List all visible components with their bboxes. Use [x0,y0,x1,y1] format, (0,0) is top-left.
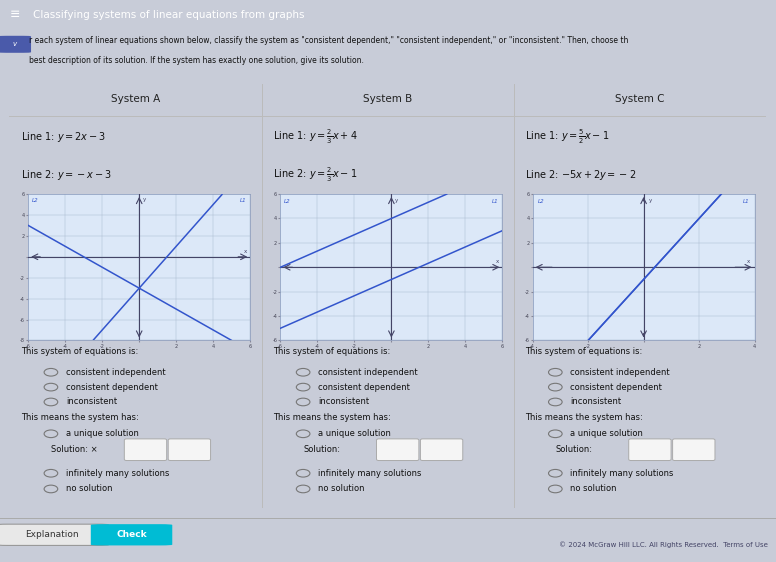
Text: Line 2: $y=-x-3$: Line 2: $y=-x-3$ [21,168,112,182]
Text: v: v [12,41,17,47]
Text: © 2024 McGraw Hill LLC. All Rights Reserved.  Terms of Use: © 2024 McGraw Hill LLC. All Rights Reser… [559,541,768,548]
Text: Line 1: $y=\frac{5}{2}x-1$: Line 1: $y=\frac{5}{2}x-1$ [525,128,609,146]
Text: no solution: no solution [570,484,617,493]
Text: Line 1: $y=\frac{2}{3}x+4$: Line 1: $y=\frac{2}{3}x+4$ [273,128,358,146]
Text: y: y [650,198,653,203]
Text: L2: L2 [539,199,545,204]
Text: consistent dependent: consistent dependent [570,383,663,392]
Text: inconsistent: inconsistent [570,397,622,406]
Text: This system of equations is:: This system of equations is: [273,347,390,356]
Text: inconsistent: inconsistent [318,397,369,406]
Text: Line 2: $-5x+2y=-2$: Line 2: $-5x+2y=-2$ [525,168,636,182]
FancyBboxPatch shape [421,439,462,460]
Text: This system of equations is:: This system of equations is: [21,347,138,356]
Text: Line 1: $y=2x-3$: Line 1: $y=2x-3$ [21,130,106,144]
FancyBboxPatch shape [0,524,109,546]
Text: a unique solution: a unique solution [570,429,643,438]
Text: x: x [497,259,500,264]
Text: Solution:: Solution: [303,445,340,454]
Text: r each system of linear equations shown below, classify the system as "consisten: r each system of linear equations shown … [29,37,629,46]
Text: inconsistent: inconsistent [66,397,117,406]
Text: L2: L2 [284,199,291,204]
Text: System A: System A [111,94,160,103]
Text: Solution:: Solution: [556,445,592,454]
Text: Explanation: Explanation [26,530,79,539]
Text: x: x [747,259,750,264]
Text: consistent independent: consistent independent [66,368,166,377]
FancyBboxPatch shape [168,439,210,460]
Text: consistent dependent: consistent dependent [66,383,158,392]
Text: no solution: no solution [66,484,113,493]
Text: L1: L1 [492,199,499,204]
Text: Check: Check [116,530,147,539]
Text: L1: L1 [240,198,247,203]
Text: Classifying systems of linear equations from graphs: Classifying systems of linear equations … [33,10,304,20]
Text: infinitely many solutions: infinitely many solutions [66,469,169,478]
FancyBboxPatch shape [0,36,31,53]
Text: Line 2: $y=\frac{2}{3}x-1$: Line 2: $y=\frac{2}{3}x-1$ [273,166,357,184]
Text: System B: System B [363,94,412,103]
Text: This means the system has:: This means the system has: [525,413,643,422]
Text: Solution: ×: Solution: × [51,445,98,454]
Text: best description of its solution. If the system has exactly one solution, give i: best description of its solution. If the… [29,56,365,65]
FancyBboxPatch shape [124,439,167,460]
Text: This system of equations is:: This system of equations is: [525,347,643,356]
Text: y: y [143,197,146,202]
FancyBboxPatch shape [673,439,715,460]
Text: consistent dependent: consistent dependent [318,383,411,392]
FancyBboxPatch shape [376,439,419,460]
Text: consistent independent: consistent independent [570,368,670,377]
Text: a unique solution: a unique solution [66,429,139,438]
Text: a unique solution: a unique solution [318,429,391,438]
Text: This means the system has:: This means the system has: [273,413,390,422]
Text: L1: L1 [743,199,749,204]
Text: no solution: no solution [318,484,365,493]
FancyBboxPatch shape [629,439,671,460]
Text: This means the system has:: This means the system has: [21,413,138,422]
Text: consistent independent: consistent independent [318,368,418,377]
Text: ≡: ≡ [10,8,21,21]
Text: infinitely many solutions: infinitely many solutions [570,469,674,478]
FancyBboxPatch shape [91,524,172,546]
Text: System C: System C [615,94,664,103]
Text: L2: L2 [32,198,39,203]
Text: x: x [244,249,248,254]
Text: y: y [395,198,398,203]
Text: infinitely many solutions: infinitely many solutions [318,469,421,478]
